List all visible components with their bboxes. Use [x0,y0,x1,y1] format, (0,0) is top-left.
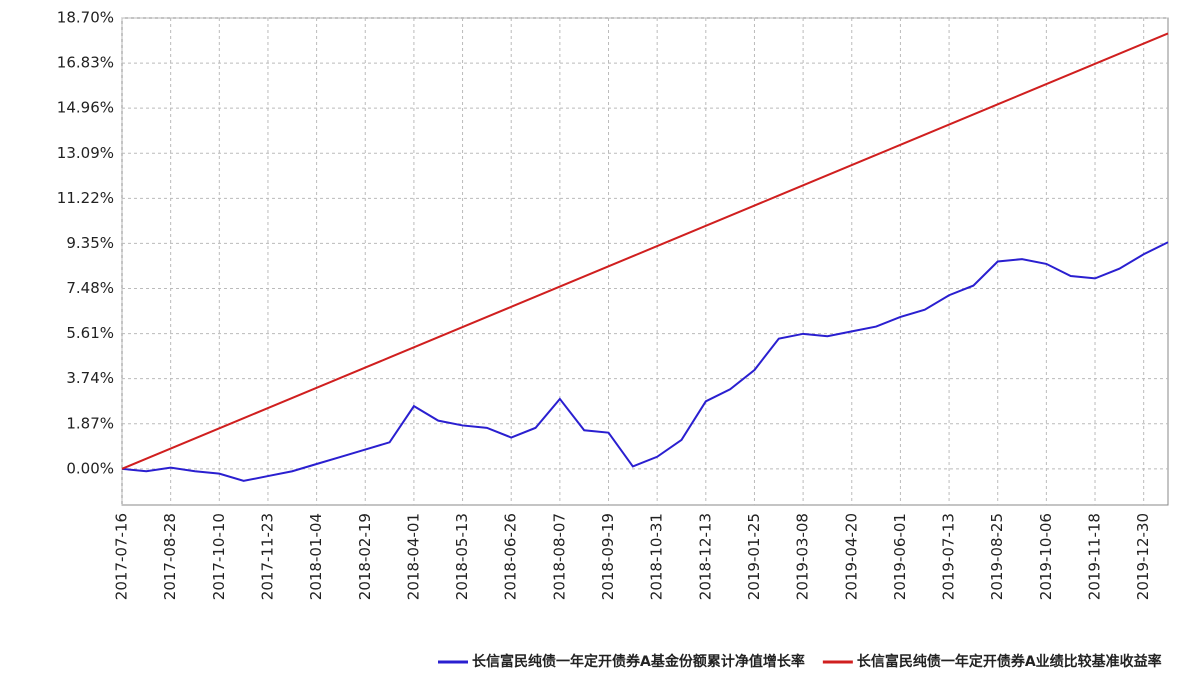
x-tick-label: 2018-05-13 [453,513,471,600]
y-tick-label: 13.09% [57,144,114,162]
x-tick-label: 2018-04-01 [404,513,422,600]
x-tick-label: 2017-10-10 [210,513,228,600]
x-tick-label: 2018-01-04 [307,513,325,600]
x-tick-label: 2018-06-26 [502,513,520,600]
x-tick-label: 2018-02-19 [356,513,374,600]
x-tick-label: 2019-03-08 [794,513,812,600]
x-tick-label: 2018-09-19 [599,513,617,600]
y-tick-label: 11.22% [57,189,114,207]
x-tick-label: 2018-10-31 [648,513,666,600]
y-tick-label: 9.35% [66,234,114,252]
x-tick-label: 2019-01-25 [745,513,763,600]
x-tick-label: 2018-12-13 [696,513,714,600]
x-tick-label: 2018-08-07 [550,513,568,600]
x-tick-label: 2017-07-16 [113,513,131,600]
x-tick-label: 2019-07-13 [940,513,958,600]
y-tick-label: 3.74% [66,369,114,387]
plot-area [121,17,1169,506]
y-tick-label: 7.48% [66,279,114,297]
y-tick-label: 5.61% [66,324,114,342]
x-tick-label: 2019-10-06 [1037,513,1055,600]
x-tick-label: 2017-11-23 [258,513,276,600]
x-tick-label: 2019-11-18 [1086,513,1104,600]
data-line [121,32,1169,470]
y-tick-label: 0.00% [66,459,114,477]
y-tick-label: 1.87% [66,414,114,432]
x-tick-label: 2019-08-25 [988,513,1006,600]
x-tick-label: 2019-04-20 [842,513,860,600]
y-tick-label: 14.96% [57,99,114,117]
legend-label: 长信富民纯债一年定开债券A业绩比较基准收益率 [857,653,1162,670]
legend-label: 长信富民纯债一年定开债券A基金份额累计净值增长率 [472,653,805,670]
y-tick-label: 18.70% [57,9,114,27]
x-tick-label: 2017-08-28 [161,513,179,600]
x-tick-label: 2019-12-30 [1134,513,1152,600]
y-tick-label: 16.83% [57,54,114,72]
data-line [121,241,1169,482]
x-tick-label: 2019-06-01 [891,513,909,600]
